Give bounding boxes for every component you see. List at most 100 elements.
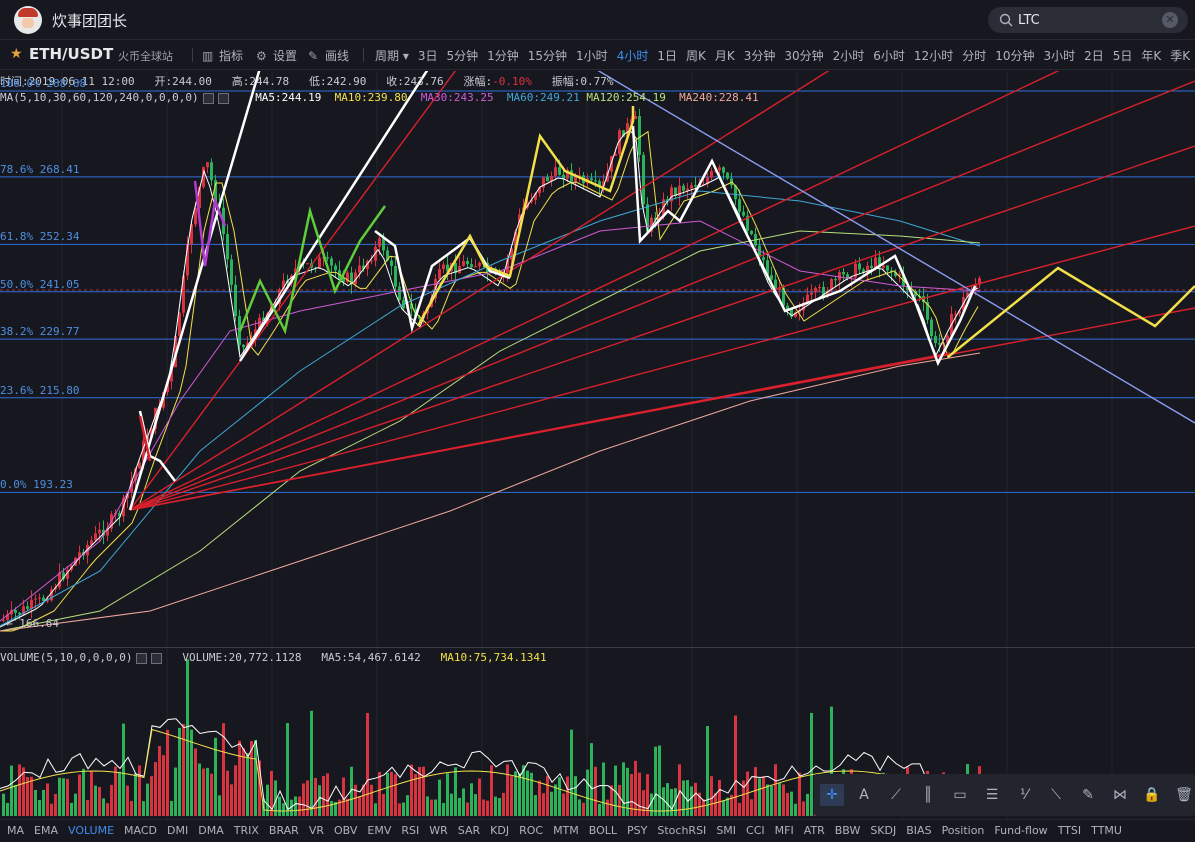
indicator-tab[interactable]: OBV: [334, 824, 358, 837]
period-option[interactable]: 1分钟: [487, 49, 519, 63]
volume-bar: [574, 776, 577, 816]
indicator-tab[interactable]: BIAS: [906, 824, 932, 837]
trading-pair[interactable]: ETH/USDT: [29, 45, 114, 63]
candle-body: [650, 217, 653, 232]
indicator-tab[interactable]: MA: [7, 824, 25, 837]
indicator-tab[interactable]: ROC: [519, 824, 544, 837]
indicator-tab[interactable]: SAR: [457, 824, 481, 837]
settings-button[interactable]: ⚙ 设置: [256, 49, 298, 63]
indicator-tab[interactable]: TTMU: [1091, 824, 1122, 837]
indicator-tab[interactable]: BBW: [834, 824, 861, 837]
indicator-tab[interactable]: SMI: [716, 824, 737, 837]
period-option[interactable]: 分时: [962, 49, 987, 63]
candle-body: [734, 185, 737, 200]
indicator-tab[interactable]: PSY: [627, 824, 648, 837]
period-option[interactable]: 2小时: [832, 49, 865, 63]
indicator-tab[interactable]: ATR: [803, 824, 825, 837]
period-option[interactable]: 15分钟: [527, 49, 568, 63]
period-option[interactable]: 周K: [685, 49, 706, 63]
fib-icon[interactable]: ☰: [985, 787, 999, 803]
indicator-tab[interactable]: BRAR: [268, 824, 299, 837]
user-avatar[interactable]: [14, 6, 42, 34]
indicator-tab[interactable]: DMA: [198, 824, 224, 837]
volume-close-icon[interactable]: [151, 652, 163, 664]
indicator-tab[interactable]: BOLL: [588, 824, 618, 837]
volume-bar: [82, 768, 85, 816]
indicator-tab[interactable]: EMA: [34, 824, 58, 837]
parallel-lines-icon[interactable]: ║: [923, 787, 933, 803]
indicator-tab[interactable]: VOLUME: [67, 824, 115, 837]
period-option[interactable]: 4小时: [616, 49, 649, 63]
ruler-icon[interactable]: ⟍: [1051, 787, 1061, 803]
indicator-tab[interactable]: EMV: [367, 824, 392, 837]
pattern-icon[interactable]: ⋈: [1113, 787, 1127, 803]
candle-body: [706, 177, 709, 185]
indicator-tab[interactable]: VR: [308, 824, 324, 837]
period-option[interactable]: 6小时: [873, 49, 905, 63]
ma-close-icon[interactable]: [217, 92, 229, 104]
period-option[interactable]: 3分钟: [743, 49, 776, 63]
indicator-tab[interactable]: MFI: [774, 824, 794, 837]
candle-body: [278, 289, 281, 305]
period-option[interactable]: 10分钟: [995, 49, 1035, 63]
rectangle-icon[interactable]: ▭: [953, 787, 967, 803]
indicator-tab[interactable]: MTM: [553, 824, 579, 837]
candle-body: [470, 264, 473, 268]
period-option[interactable]: 2日: [1084, 49, 1104, 63]
brush-line-icon[interactable]: ⟋: [891, 787, 901, 803]
draw-line-button[interactable]: ✎ 画线: [308, 49, 350, 63]
indicator-tab[interactable]: RSI: [401, 824, 420, 837]
ratio-icon[interactable]: ⅟: [1020, 787, 1028, 803]
indicator-tab[interactable]: MACD: [124, 824, 158, 837]
period-option[interactable]: 季K: [1170, 49, 1191, 63]
volume-bar: [522, 765, 525, 816]
volume-bar: [754, 767, 757, 816]
trash-icon[interactable]: 🗑: [1175, 787, 1193, 803]
favorite-star-icon[interactable]: ★: [10, 46, 23, 62]
text-icon[interactable]: A: [859, 787, 869, 803]
indicator-tab[interactable]: WR: [429, 824, 448, 837]
period-option[interactable]: 30分钟: [784, 49, 824, 63]
period-option[interactable]: 5日: [1112, 49, 1133, 63]
indicator-button[interactable]: ▥ 指标: [202, 49, 244, 63]
price-chart[interactable]: 时间:2019-06-11 12:00 开:244.00 高:244.78 低:…: [0, 71, 1195, 819]
period-option[interactable]: 1小时: [576, 49, 608, 63]
candle-body: [626, 123, 629, 137]
candle-body: [638, 115, 641, 155]
lock-icon[interactable]: 🔒: [1143, 787, 1161, 803]
indicator-tab[interactable]: KDJ: [490, 824, 510, 837]
period-dropdown[interactable]: 周期 ▾: [375, 49, 409, 63]
volume-bar: [558, 777, 561, 816]
search-box[interactable]: ✕: [988, 7, 1188, 33]
indicator-tab[interactable]: Fund-flow: [994, 824, 1048, 837]
period-option[interactable]: 3日: [417, 49, 438, 63]
indicator-tab[interactable]: SKDJ: [870, 824, 897, 837]
period-option[interactable]: 1日: [657, 49, 677, 63]
period-option[interactable]: 年K: [1141, 49, 1162, 63]
divider: [192, 48, 193, 62]
period-option[interactable]: 5分钟: [446, 49, 479, 63]
ma-params[interactable]: MA(5,10,30,60,120,240,0,0,0,0): [0, 91, 199, 104]
volume-bar: [374, 803, 377, 816]
indicator-tab[interactable]: DMI: [167, 824, 189, 837]
search-input[interactable]: [1018, 10, 1158, 30]
volume-settings-icon[interactable]: [136, 652, 148, 664]
crosshair-icon[interactable]: ✛: [820, 784, 844, 806]
indicator-tab[interactable]: TTSI: [1057, 824, 1082, 837]
candle-body: [678, 185, 681, 196]
chart-canvas[interactable]: [0, 71, 1195, 819]
indicator-tab[interactable]: StochRSI: [657, 824, 707, 837]
indicator-tab[interactable]: TRIX: [233, 824, 259, 837]
pen-icon[interactable]: ✎: [1082, 787, 1094, 803]
period-option[interactable]: 3小时: [1043, 49, 1076, 63]
indicator-tab[interactable]: Position: [941, 824, 985, 837]
volume-bar: [142, 801, 145, 816]
ma-settings-icon[interactable]: [202, 92, 214, 104]
period-option[interactable]: 12小时: [913, 49, 954, 63]
volume-bar: [122, 723, 125, 816]
period-option[interactable]: 月K: [714, 49, 735, 63]
indicator-tab[interactable]: CCI: [746, 824, 765, 837]
volume-params[interactable]: VOLUME(5,10,0,0,0,0): [0, 651, 133, 664]
volume-bar: [734, 715, 737, 816]
clear-search-icon[interactable]: ✕: [1162, 12, 1178, 28]
